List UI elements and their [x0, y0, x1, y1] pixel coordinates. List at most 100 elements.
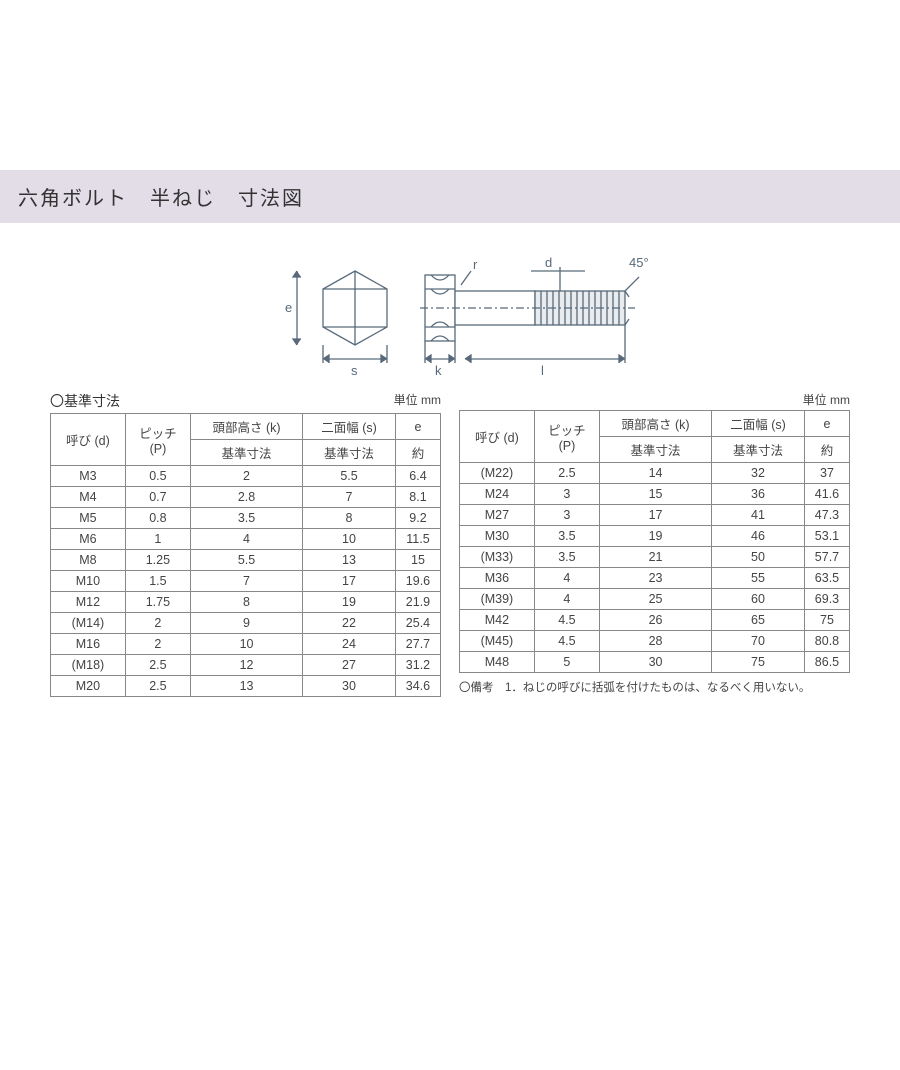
table-cell: (M18) — [51, 655, 126, 676]
table-cell: 30 — [303, 676, 396, 697]
col-d: 呼び (d) — [51, 414, 126, 466]
table-cell: 19 — [303, 592, 396, 613]
table-cell: M4 — [51, 487, 126, 508]
table-cell: 4 — [534, 589, 599, 610]
table-row: (M22)2.5143237 — [460, 463, 850, 484]
table-cell: 4 — [191, 529, 303, 550]
table-cell: 75 — [712, 652, 805, 673]
table-cell: 21.9 — [395, 592, 440, 613]
rcol-s-sub: 基準寸法 — [712, 437, 805, 463]
bolt-diagram: e s k l d r 45° — [0, 241, 900, 381]
left-table: 呼び (d) ピッチ (P) 頭部高さ (k) 二面幅 (s) e 基準寸法 基… — [50, 413, 441, 697]
table-cell: 0.7 — [125, 487, 190, 508]
diagram-svg: e s k l d r 45° — [225, 241, 675, 381]
table-cell: M30 — [460, 526, 535, 547]
rcol-p: ピッチ (P) — [534, 411, 599, 463]
table-cell: 41.6 — [804, 484, 849, 505]
table-cell: 55 — [712, 568, 805, 589]
table-cell: 8.1 — [395, 487, 440, 508]
table-cell: 5 — [534, 652, 599, 673]
table-cell: 11.5 — [395, 529, 440, 550]
table-cell: 15 — [600, 484, 712, 505]
table-cell: 50 — [712, 547, 805, 568]
table-cell: 22 — [303, 613, 396, 634]
table-cell: 2.5 — [534, 463, 599, 484]
table-cell: 25.4 — [395, 613, 440, 634]
table-cell: 32 — [712, 463, 805, 484]
table-cell: 25 — [600, 589, 712, 610]
table-cell: 3.5 — [534, 526, 599, 547]
table-cell: 34.6 — [395, 676, 440, 697]
table-cell: M20 — [51, 676, 126, 697]
table-row: M162102427.7 — [51, 634, 441, 655]
table-cell: 36 — [712, 484, 805, 505]
table-cell: 27.7 — [395, 634, 440, 655]
table-cell: 69.3 — [804, 589, 849, 610]
table-cell: M10 — [51, 571, 126, 592]
table-cell: 86.5 — [804, 652, 849, 673]
table-cell: 12 — [191, 655, 303, 676]
table-cell: (M39) — [460, 589, 535, 610]
table-cell: 17 — [600, 505, 712, 526]
rcol-s-top: 二面幅 (s) — [712, 411, 805, 437]
label-s: s — [351, 363, 358, 378]
rcol-d: 呼び (d) — [460, 411, 535, 463]
label-angle: 45° — [629, 255, 649, 270]
table-cell: 80.8 — [804, 631, 849, 652]
table-cell: M5 — [51, 508, 126, 529]
table-row: M424.5266575 — [460, 610, 850, 631]
table-cell: 13 — [191, 676, 303, 697]
table-cell: 0.8 — [125, 508, 190, 529]
label-l: l — [541, 363, 544, 378]
table-cell: 1 — [125, 529, 190, 550]
table-cell: M3 — [51, 466, 126, 487]
table-cell: 9 — [191, 613, 303, 634]
table-row: (M39)4256069.3 — [460, 589, 850, 610]
table-cell: 3 — [534, 484, 599, 505]
table-row: M243153641.6 — [460, 484, 850, 505]
table-cell: 23 — [600, 568, 712, 589]
table-cell: M48 — [460, 652, 535, 673]
page-title: 六角ボルト 半ねじ 寸法図 — [0, 170, 900, 223]
right-unit: 単位 mm — [459, 391, 850, 408]
table-cell: 6.4 — [395, 466, 440, 487]
table-cell: 10 — [191, 634, 303, 655]
tables-row: 〇基準寸法 単位 mm 呼び (d) ピッチ (P) 頭部高さ (k) 二面幅 … — [0, 391, 900, 697]
table-cell: 10 — [303, 529, 396, 550]
table-row: M364235563.5 — [460, 568, 850, 589]
table-cell: 30 — [600, 652, 712, 673]
rcol-k-top: 頭部高さ (k) — [600, 411, 712, 437]
table-cell: 60 — [712, 589, 805, 610]
table-cell: M36 — [460, 568, 535, 589]
table-cell: (M33) — [460, 547, 535, 568]
table-row: M202.5133034.6 — [51, 676, 441, 697]
table-row: M50.83.589.2 — [51, 508, 441, 529]
col-k-top: 頭部高さ (k) — [191, 414, 303, 440]
table-cell: M8 — [51, 550, 126, 571]
col-p: ピッチ (P) — [125, 414, 190, 466]
table-cell: 2 — [125, 634, 190, 655]
left-table-heading: 〇基準寸法 — [50, 391, 120, 411]
table-cell: 2.5 — [125, 676, 190, 697]
table-row: M6141011.5 — [51, 529, 441, 550]
table-cell: 13 — [303, 550, 396, 571]
table-cell: 7 — [191, 571, 303, 592]
table-cell: 24 — [303, 634, 396, 655]
table-cell: 70 — [712, 631, 805, 652]
table-cell: 4.5 — [534, 631, 599, 652]
left-unit: 単位 mm — [120, 391, 441, 411]
table-cell: 57.7 — [804, 547, 849, 568]
table-cell: 47.3 — [804, 505, 849, 526]
table-cell: 26 — [600, 610, 712, 631]
table-cell: 21 — [600, 547, 712, 568]
col-e-sub: 約 — [395, 440, 440, 466]
table-row: (M33)3.5215057.7 — [460, 547, 850, 568]
right-table: 呼び (d) ピッチ (P) 頭部高さ (k) 二面幅 (s) e 基準寸法 基… — [459, 410, 850, 673]
table-cell: (M22) — [460, 463, 535, 484]
table-row: M40.72.878.1 — [51, 487, 441, 508]
table-cell: 3 — [534, 505, 599, 526]
table-row: M30.525.56.4 — [51, 466, 441, 487]
rcol-e-top: e — [804, 411, 849, 437]
col-e-top: e — [395, 414, 440, 440]
table-cell: 65 — [712, 610, 805, 631]
